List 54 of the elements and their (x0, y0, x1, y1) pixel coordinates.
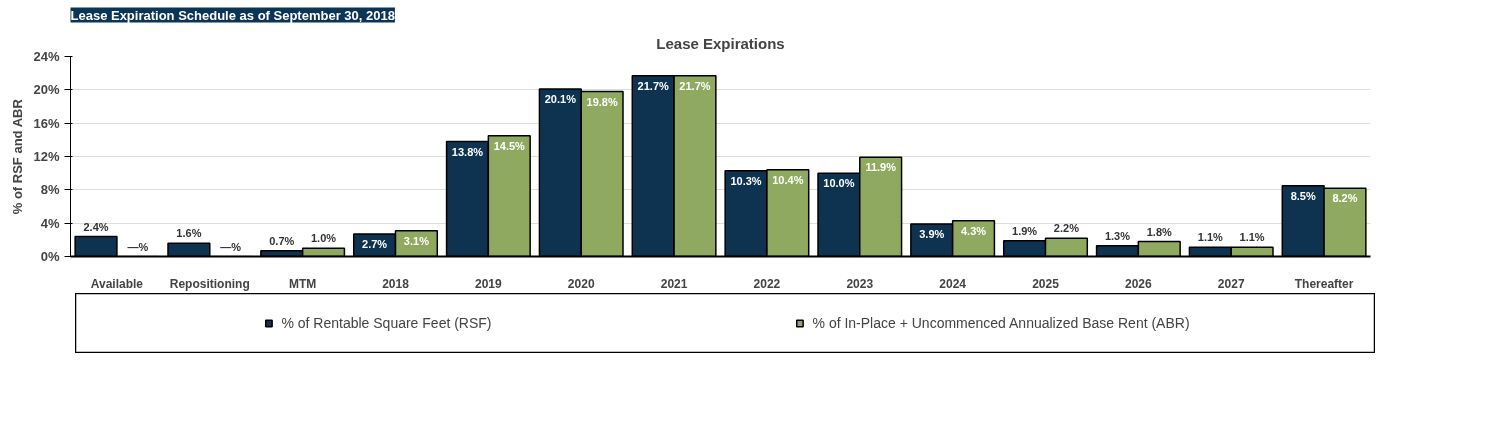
y-tick-label: 12% (33, 149, 60, 164)
data-label: 21.7% (637, 79, 669, 92)
data-label: 3.1% (403, 234, 430, 247)
data-label: 1.6% (176, 227, 202, 240)
data-label: 8.2% (1332, 192, 1358, 205)
data-label: 1.1% (1197, 231, 1224, 244)
x-tick-label: 2026 (1125, 276, 1153, 291)
data-label: 1.1% (1239, 231, 1265, 244)
x-tick-label: 2023 (846, 276, 874, 291)
x-tick-label: 2019 (475, 276, 503, 291)
x-tick-label: Repositioning (169, 276, 250, 291)
data-label: —% (127, 240, 149, 253)
data-label: 20.1% (544, 93, 577, 105)
data-label: 0.7% (269, 234, 295, 247)
data-label: 10.0% (823, 177, 855, 190)
x-tick-label: 2025 (1032, 276, 1060, 291)
y-tick-label: 4% (40, 215, 60, 231)
data-label: 1.0% (311, 232, 337, 245)
x-tick-label: 2021 (660, 276, 688, 291)
data-label: 4.3% (961, 224, 987, 237)
data-label: 10.3% (730, 174, 762, 187)
data-label: —% (220, 240, 242, 253)
y-tick-label: 24% (33, 49, 60, 64)
data-label: 14.5% (493, 139, 526, 152)
x-tick-label: 2024 (939, 276, 967, 291)
y-axis-title: % of RSF and ABR (10, 98, 26, 215)
x-tick-label: Available (90, 276, 144, 291)
data-label: 3.9% (919, 228, 945, 240)
data-label: 10.4% (772, 173, 804, 186)
legend-label: % of In-Place + Uncommenced Annualized Base Rent (ABR) (812, 315, 1190, 331)
x-tick-label: MTM (288, 276, 317, 291)
chart-title: Lease Expirations (656, 34, 785, 52)
data-label: 8.5% (1290, 189, 1316, 202)
data-label: 13.8% (451, 145, 484, 158)
legend-label: % of Rentable Square Feet (RSF) (281, 315, 492, 331)
data-label: 11.9% (865, 161, 897, 174)
y-tick-label: 20% (33, 82, 60, 98)
data-label: 1.9% (1012, 224, 1038, 237)
x-tick-label: 2020 (567, 276, 595, 291)
y-tick-label: 0% (40, 249, 60, 264)
x-tick-label: 2027 (1217, 276, 1245, 291)
x-tick-label: 2018 (382, 276, 410, 291)
chart-subtitle: Lease Expiration Schedule as of September 30, 2018 (70, 7, 395, 23)
data-label: 19.8% (586, 95, 618, 108)
data-label: 2.7% (362, 238, 388, 250)
data-label: 21.7% (679, 79, 711, 92)
data-label: 2.2% (1053, 222, 1080, 235)
x-tick-label: Thereafter (1294, 276, 1354, 291)
y-tick-label: 8% (40, 182, 60, 198)
x-tick-label: 2022 (753, 276, 781, 291)
data-label: 1.8% (1146, 225, 1173, 238)
y-tick-label: 16% (33, 115, 60, 131)
data-label: 2.4% (83, 220, 109, 233)
data-label: 1.3% (1104, 229, 1131, 242)
